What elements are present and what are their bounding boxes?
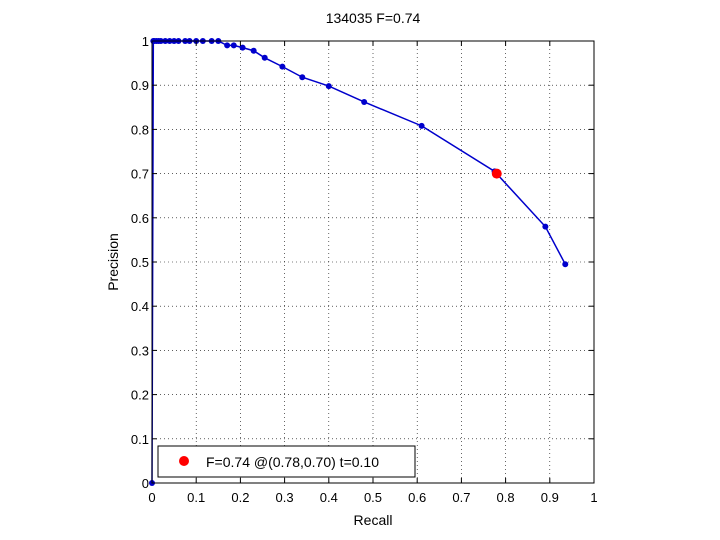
- y-axis-label: Precision: [105, 233, 121, 291]
- y-tick-label: 0.8: [131, 122, 149, 137]
- y-tick-label: 0.3: [131, 343, 149, 358]
- highlight-point: [491, 168, 502, 179]
- legend-marker: [179, 456, 189, 466]
- legend: F=0.74 @(0.78,0.70) t=0.10: [157, 445, 416, 478]
- data-point: [230, 42, 237, 49]
- x-tick-label: 0.7: [452, 490, 470, 505]
- x-ticks: 0 0.1 0.2 0.3 0.4 0.5 0.6 0.7 0.8 0.9 1: [148, 41, 598, 505]
- y-tick-label: 1: [142, 34, 149, 49]
- legend-box: [157, 445, 416, 478]
- data-point: [250, 47, 257, 54]
- y-ticks: 0 0.1 0.2 0.3 0.4 0.5 0.6 0.7 0.8 0.9 1: [131, 34, 594, 491]
- grid: [152, 41, 594, 483]
- data-point: [325, 83, 332, 90]
- data-point: [299, 74, 306, 81]
- x-tick-label: 0.9: [541, 490, 559, 505]
- plot-area: [149, 38, 595, 486]
- x-tick-label: 0: [148, 490, 155, 505]
- x-tick-label: 0.3: [276, 490, 294, 505]
- y-tick-label: 0.4: [131, 299, 149, 314]
- data-point: [542, 223, 549, 230]
- y-tick-label: 0.7: [131, 167, 149, 182]
- x-tick-label: 0.1: [187, 490, 205, 505]
- x-tick-label: 0.8: [497, 490, 515, 505]
- x-tick-label: 0.6: [408, 490, 426, 505]
- data-point: [279, 63, 286, 70]
- data-point: [261, 54, 268, 61]
- data-point: [562, 261, 569, 268]
- x-tick-label: 0.4: [320, 490, 338, 505]
- data-point: [224, 42, 231, 49]
- data-point: [418, 122, 425, 129]
- y-tick-label: 0: [142, 476, 149, 491]
- chart-title: 134035 F=0.74: [326, 10, 421, 26]
- data-point: [239, 44, 246, 51]
- y-tick-label: 0.9: [131, 78, 149, 93]
- x-tick-label: 0.2: [231, 490, 249, 505]
- y-tick-label: 0.2: [131, 388, 149, 403]
- y-tick-label: 0.1: [131, 432, 149, 447]
- data-point: [361, 98, 368, 105]
- x-tick-label: 1: [590, 490, 597, 505]
- highlight-group: [491, 168, 502, 179]
- legend-label: F=0.74 @(0.78,0.70) t=0.10: [206, 454, 379, 470]
- x-axis-label: Recall: [354, 512, 393, 528]
- y-tick-label: 0.6: [131, 211, 149, 226]
- y-tick-label: 0.5: [131, 255, 149, 270]
- x-tick-label: 0.5: [364, 490, 382, 505]
